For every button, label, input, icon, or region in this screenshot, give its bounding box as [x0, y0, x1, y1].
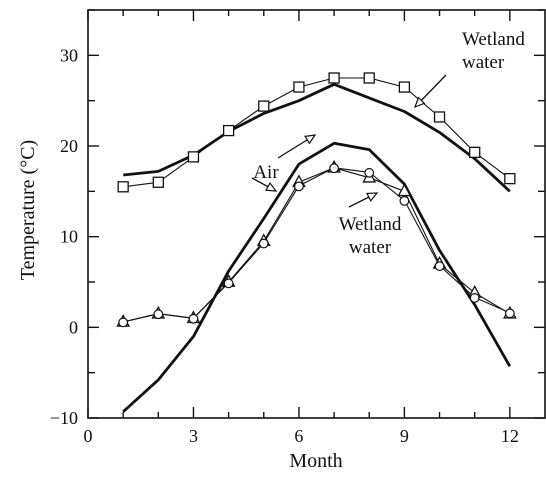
square-marker: [328, 72, 340, 84]
square-marker: [433, 111, 446, 123]
x-axis-title: Month: [289, 450, 342, 472]
wetland-water-line: [123, 167, 511, 323]
wetland-water-line: [123, 77, 511, 188]
square-marker: [258, 100, 270, 112]
axis-ticks: [87, 9, 545, 419]
y-tick-label: 10: [60, 227, 78, 247]
circle-marker: [434, 261, 445, 272]
circle-marker: [399, 195, 410, 206]
square-marker: [222, 124, 235, 137]
x-tick-label: 12: [501, 426, 519, 446]
triangle-marker: [397, 183, 412, 197]
y-tick-label: −10: [50, 408, 78, 428]
square-marker: [469, 146, 481, 158]
annotation-label: water: [462, 52, 505, 73]
tick-labels: −10 0 10 20 30 0 3 6 9 12: [50, 45, 519, 446]
annotation-arrowhead: [265, 181, 278, 192]
plot-area: [87, 9, 546, 419]
annotation-arrowhead: [366, 192, 379, 202]
series-layer: [122, 77, 512, 413]
plot-frame: [87, 9, 546, 419]
square-marker: [398, 81, 411, 93]
y-tick-label: 30: [60, 45, 78, 65]
air-temperature-line: [123, 82, 511, 193]
y-tick-label: 20: [60, 136, 78, 156]
x-tick-label: 3: [189, 426, 198, 446]
annotation-label: water: [349, 237, 392, 258]
square-marker: [187, 151, 200, 163]
square-marker: [293, 81, 305, 93]
circle-marker: [223, 278, 234, 289]
circle-marker: [469, 293, 480, 303]
x-tick-label: 9: [400, 426, 409, 446]
air-temperature-line: [122, 141, 512, 413]
circle-marker: [329, 163, 339, 174]
square-marker: [117, 181, 129, 193]
annotation-label: Wetland: [339, 214, 402, 235]
annotation-arrowhead: [413, 96, 426, 109]
square-marker: [504, 172, 516, 185]
annotation-arrowhead: [304, 134, 317, 145]
y-axis-title: Temperature (°C): [17, 140, 39, 280]
circle-marker: [188, 313, 199, 324]
y-tick-label: 0: [69, 317, 78, 337]
circle-marker: [364, 167, 375, 178]
square-marker: [152, 176, 164, 188]
wetland-water-line: [123, 167, 511, 323]
circle-marker: [153, 309, 164, 320]
x-tick-label: 6: [294, 426, 303, 446]
annotation-label: Air: [253, 162, 279, 183]
x-tick-label: 0: [84, 426, 93, 446]
circle-marker: [504, 308, 515, 319]
square-marker: [363, 72, 375, 84]
annotation-label: Wetland: [462, 29, 525, 50]
circle-marker: [118, 317, 129, 328]
circle-marker: [258, 238, 269, 249]
circle-marker: [294, 181, 304, 192]
marker-layer: [116, 72, 517, 328]
